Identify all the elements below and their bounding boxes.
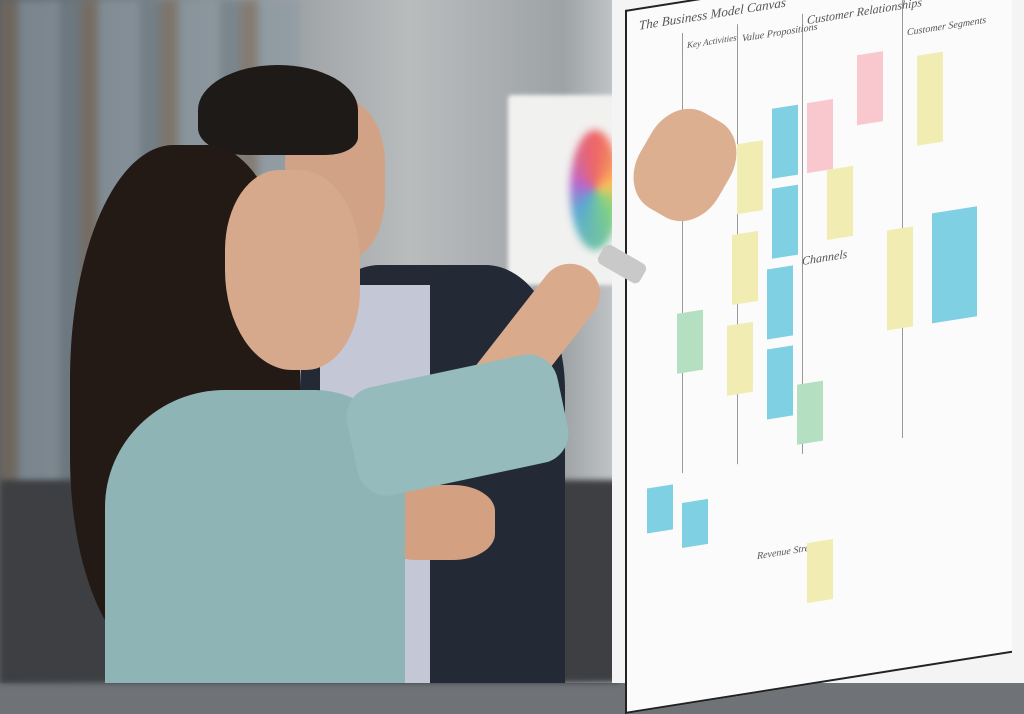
sticky-note: [807, 99, 833, 174]
business-model-canvas: The Business Model Canvas Key Activities…: [625, 0, 1012, 714]
sticky-note: [772, 104, 798, 179]
sticky-note: [887, 226, 913, 331]
section-customer-segments: Customer Segments: [907, 14, 987, 39]
sticky-note: [647, 484, 673, 534]
sticky-note: [727, 321, 753, 396]
section-channels: Channels: [802, 246, 848, 268]
sticky-note: [917, 51, 943, 146]
color-wheel-poster: [570, 130, 620, 250]
sticky-note: [677, 309, 703, 374]
sticky-note: [767, 265, 793, 340]
sticky-note: [767, 345, 793, 420]
sticky-note: [682, 498, 708, 548]
sticky-note: [737, 140, 763, 215]
man-hair: [198, 65, 358, 155]
canvas-title: The Business Model Canvas: [639, 0, 786, 33]
sticky-note: [827, 165, 853, 241]
sticky-note: [772, 184, 798, 259]
sticky-note: [807, 539, 833, 604]
woman-face: [225, 170, 360, 370]
sticky-note: [932, 206, 977, 324]
sticky-note: [732, 230, 758, 306]
sticky-note: [797, 380, 823, 445]
section-key-activities: Key Activities: [687, 32, 737, 51]
sticky-note: [857, 51, 883, 126]
section-customer-relationships: Customer Relationships: [807, 0, 923, 28]
